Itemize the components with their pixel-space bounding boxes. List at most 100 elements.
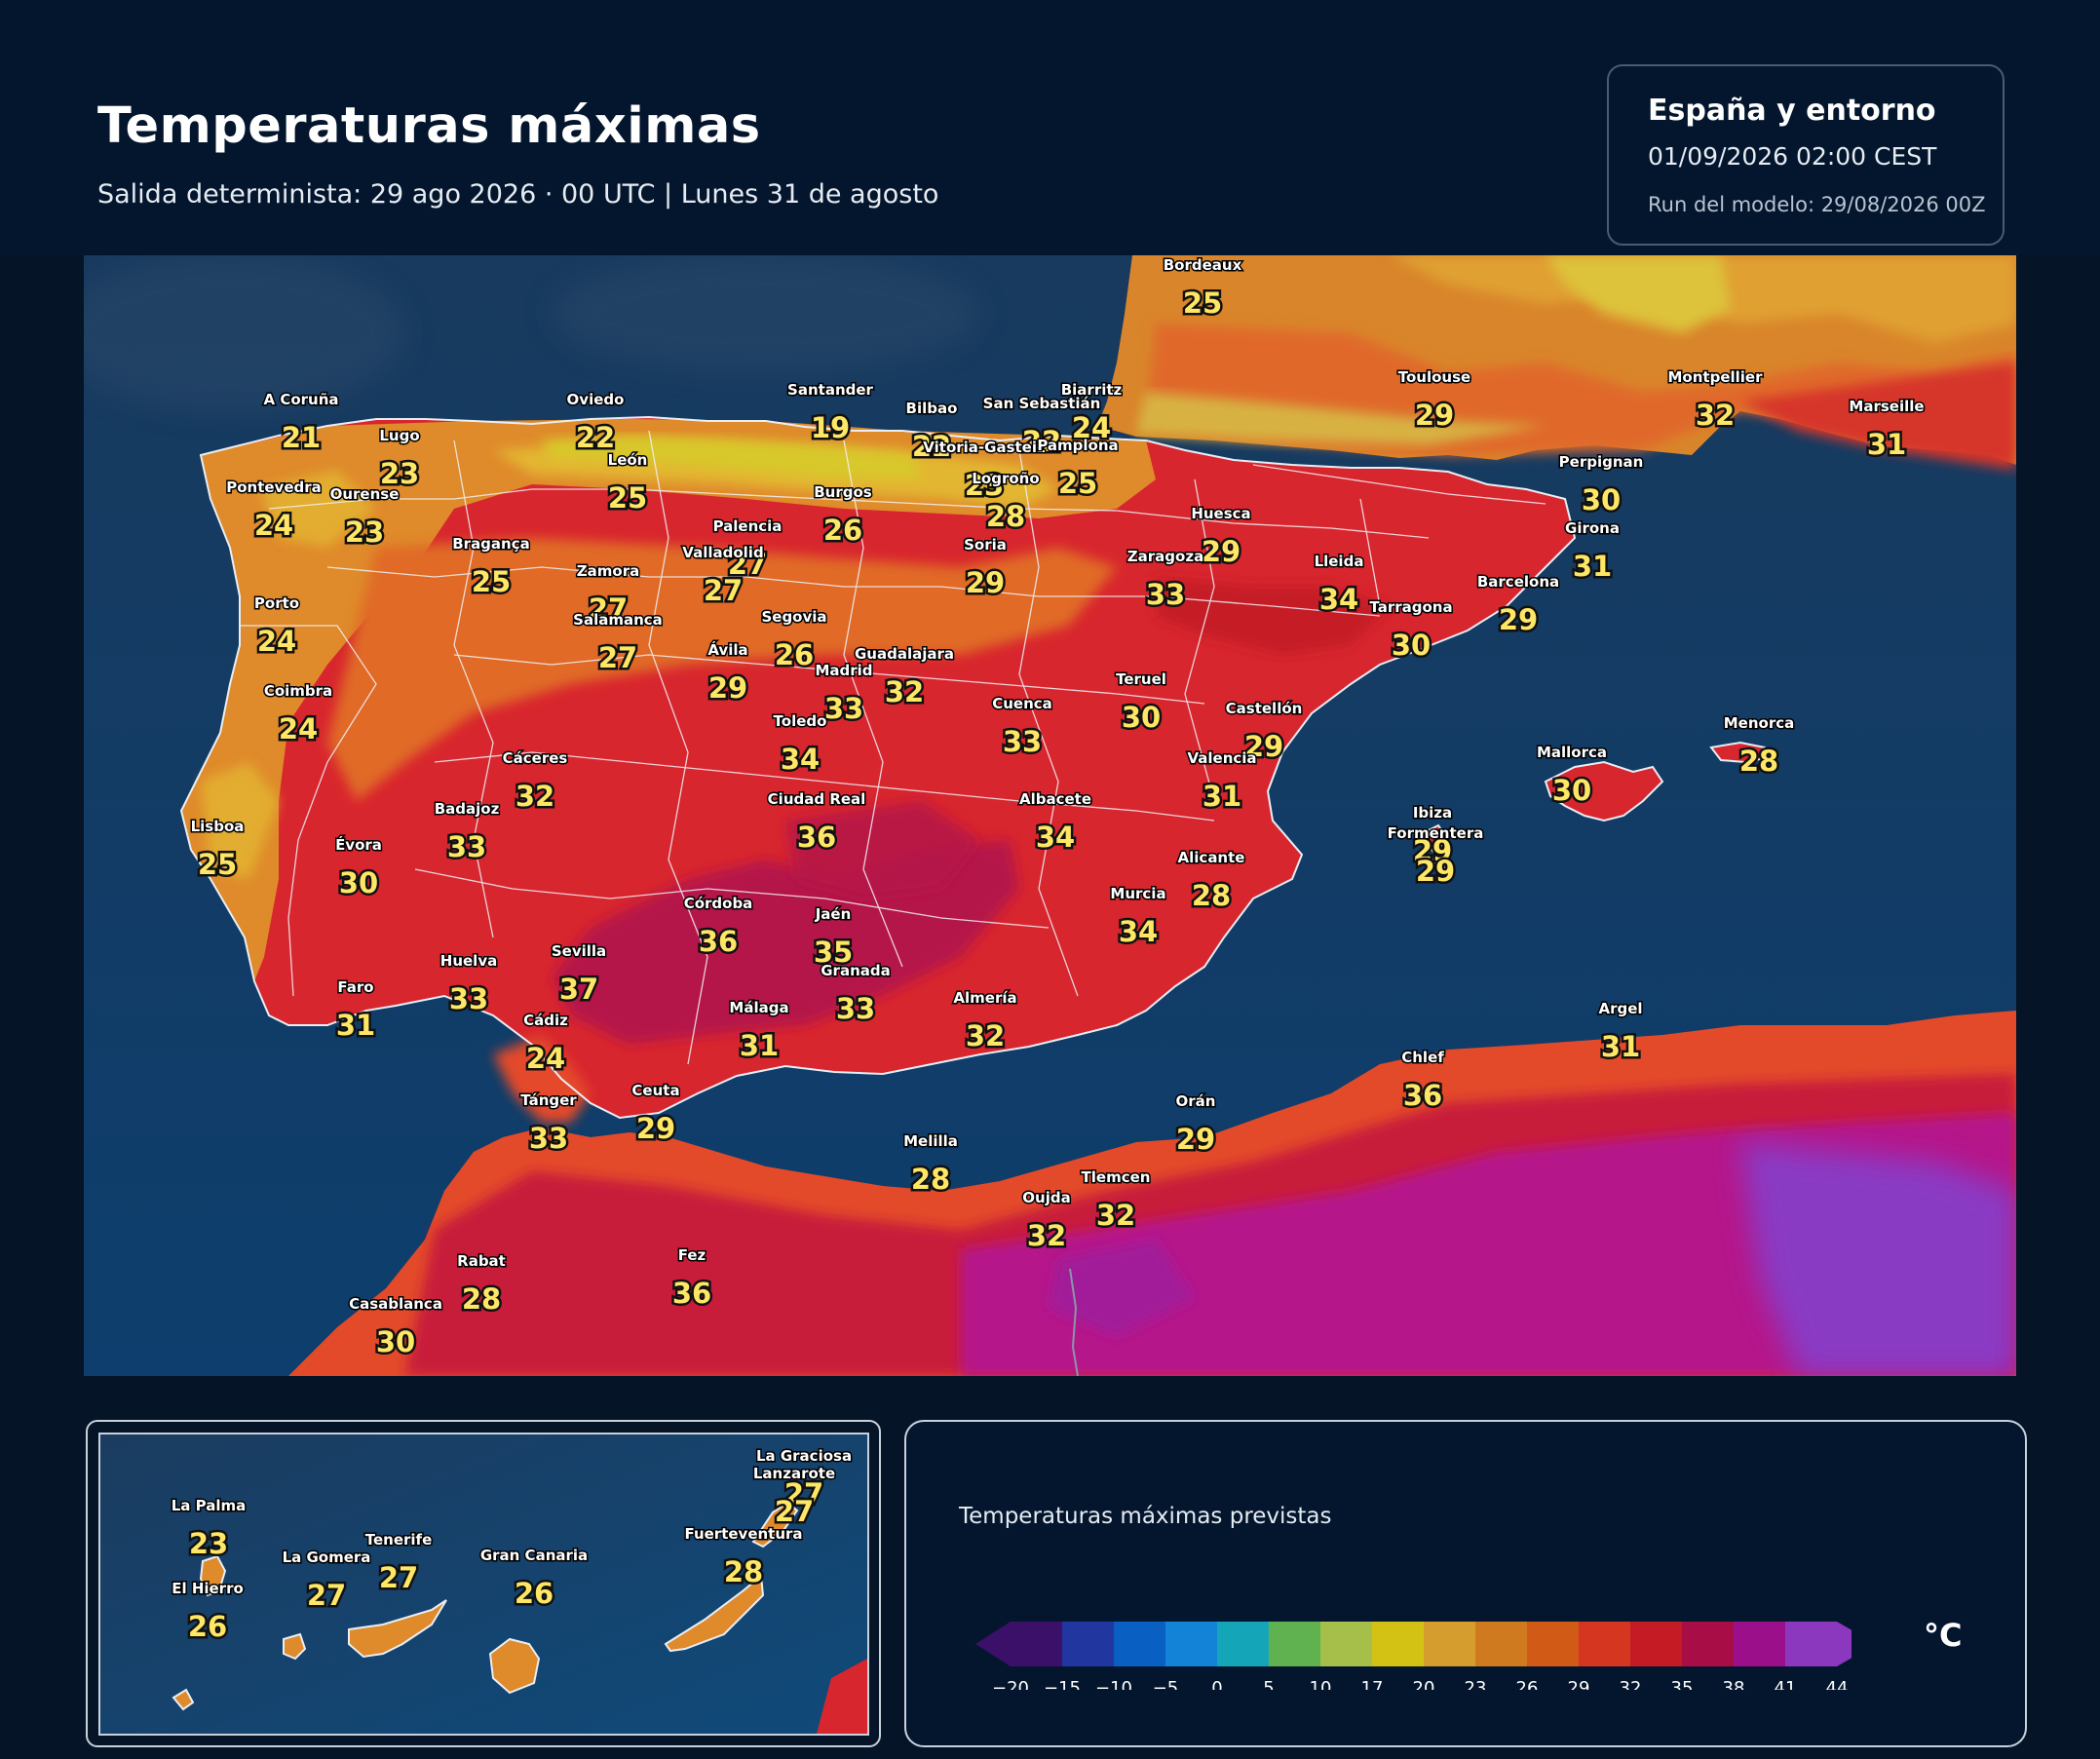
city-label-lugo: Lugo 23 (377, 426, 421, 493)
city-name: Formentera (1388, 824, 1484, 842)
city-name: Menorca (1724, 714, 1795, 732)
city-temperature: 27 (728, 548, 767, 581)
canary-islands-inset[interactable]: La Graciosa 27 Lanzarote 27 La Palma 23 Teneri… (86, 1420, 881, 1747)
city-label-teruel: Teruel 30 (1115, 669, 1168, 737)
scale-tick-label: 29 (1568, 1678, 1590, 1690)
city-name: Sevilla (552, 942, 606, 960)
city-name: Toledo (774, 712, 827, 730)
scale-tick-label: 5 (1263, 1678, 1274, 1690)
city-name: Fez (678, 1246, 706, 1264)
city-name: Argel (1598, 1000, 1642, 1017)
city-label-segovia: Segovia 26 (760, 607, 828, 674)
city-name: Tenerife (365, 1531, 433, 1549)
city-name: Mallorca (1537, 744, 1607, 761)
city-name: Cáceres (503, 749, 568, 767)
info-panel: España y entorno 01/09/2026 02:00 CEST R… (1607, 64, 2005, 246)
city-name: Granada (821, 962, 891, 979)
city-temperature: 29 (1202, 535, 1241, 568)
city-name: Albacete (1019, 790, 1091, 808)
city-name: Évora (335, 835, 382, 854)
city-label-perpignan: Perpignan 30 (1557, 452, 1645, 519)
city-label-chlef: Chlef 36 (1400, 1048, 1446, 1115)
city-temperature: 33 (1003, 725, 1042, 758)
city-name: Córdoba (684, 895, 753, 912)
city-label-gran-canaria: Gran Canaria 26 (478, 1546, 589, 1613)
city-name: Cuenca (992, 695, 1052, 712)
scale-tick-label: 26 (1516, 1678, 1539, 1690)
city-label-cordoba: Córdoba 36 (682, 894, 754, 961)
page-title: Temperaturas máximas (97, 97, 761, 155)
scale-swatch (1062, 1622, 1115, 1666)
city-name: Marseille (1849, 398, 1924, 415)
city-name: Fuerteventura (684, 1525, 802, 1543)
city-label-cuenca: Cuenca 33 (991, 694, 1054, 761)
city-name: Girona (1565, 519, 1620, 537)
city-temperature: 23 (965, 469, 1004, 502)
city-label-bordeaux: Bordeaux 25 (1162, 255, 1243, 323)
city-name: Coimbra (264, 682, 332, 700)
city-labels: A Coruña21Oviedo22Santander19Bilbao22San… (189, 255, 1926, 1361)
city-label-marseille: Marseille 31 (1848, 397, 1926, 464)
city-name: Huelva (440, 952, 497, 970)
city-temperature: 25 (608, 481, 647, 515)
morocco-algeria-border (1069, 1268, 1079, 1376)
city-label-oran: Orán 29 (1173, 1091, 1217, 1159)
city-name: Santander (787, 381, 873, 399)
city-label-burgos: Burgos 26 (813, 482, 874, 550)
city-temperature: 33 (449, 982, 488, 1015)
city-temperature: 25 (472, 565, 511, 598)
city-temperature: 29 (1413, 834, 1452, 867)
city-label-el-hierro: El Hierro 26 (171, 1579, 246, 1646)
city-name: Salamanca (573, 611, 663, 629)
scale-swatch (1011, 1622, 1063, 1666)
header: Temperaturas máximas Salida determinista… (0, 0, 2100, 255)
city-temperature: 34 (1119, 915, 1158, 948)
city-temperature: 29 (708, 671, 747, 705)
city-label-la-gomera: La Gomera 27 (281, 1548, 372, 1615)
city-label-tarragona: Tarragona 30 (1368, 597, 1454, 665)
city-temperature: 33 (447, 830, 486, 863)
city-label-coimbra: Coimbra 24 (262, 681, 333, 748)
city-label-menorca: Menorca 28 (1722, 713, 1796, 781)
city-temperature: 32 (966, 1019, 1005, 1052)
city-name: Bilbao (906, 400, 958, 417)
city-temperature: 29 (1416, 855, 1455, 888)
city-temperature: 21 (282, 421, 321, 454)
scale-tick-label: 23 (1465, 1678, 1487, 1690)
city-temperature: 28 (1192, 879, 1231, 912)
scale-tick-label: 17 (1361, 1678, 1384, 1690)
city-temperature: 29 (1499, 603, 1538, 636)
city-label-la-palma: La Palma 23 (170, 1496, 248, 1563)
iberian-peninsula (181, 417, 1575, 1123)
city-label-fuerteventura: Fuerteventura 28 (683, 1524, 804, 1591)
city-label-avila: Ávila 29 (706, 639, 749, 707)
city-label-bilbao: Bilbao 22 (904, 399, 959, 466)
city-label-zaragoza: Zaragoza 33 (1126, 547, 1204, 614)
city-label-malaga: Málaga 31 (728, 998, 790, 1065)
city-temperature: 28 (462, 1282, 501, 1316)
city-label-palencia: Palencia 27 (711, 516, 783, 584)
scale-swatch (1734, 1622, 1786, 1666)
city-temperature: 33 (1146, 578, 1185, 611)
city-name: Tlemcen (1082, 1168, 1151, 1186)
city-name: Zaragoza (1127, 548, 1203, 565)
city-label-oujda: Oujda 32 (1021, 1188, 1072, 1255)
balearic-islands (1417, 741, 1772, 871)
temperature-map[interactable]: A Coruña 21 Oviedo 22 Santander 19 Bilbao 22 San… (84, 255, 2016, 1376)
province-borders (240, 430, 1546, 1065)
city-label-soria: Soria 29 (963, 535, 1009, 602)
city-name: Ibiza (1413, 804, 1452, 822)
france-landmass (1097, 255, 2016, 470)
region-label: España y entorno (1648, 94, 1936, 128)
city-label-porto: Porto 24 (252, 593, 300, 661)
city-temperature: 30 (1392, 629, 1431, 662)
city-label-salamanca: Salamanca 27 (572, 610, 665, 677)
city-temperature: 36 (797, 821, 836, 854)
city-name: Lugo (379, 427, 419, 444)
city-label-huelva: Huelva 33 (439, 951, 498, 1018)
city-temperature: 27 (307, 1579, 346, 1612)
color-scale: −20 −15 −10 −5 0 5 10 17 20 23 26 29 32 35 38 41 44 (975, 1622, 1852, 1690)
city-name: Gran Canaria (480, 1547, 588, 1564)
city-name: Lleida (1315, 553, 1364, 570)
city-temperature: 36 (1403, 1079, 1442, 1112)
